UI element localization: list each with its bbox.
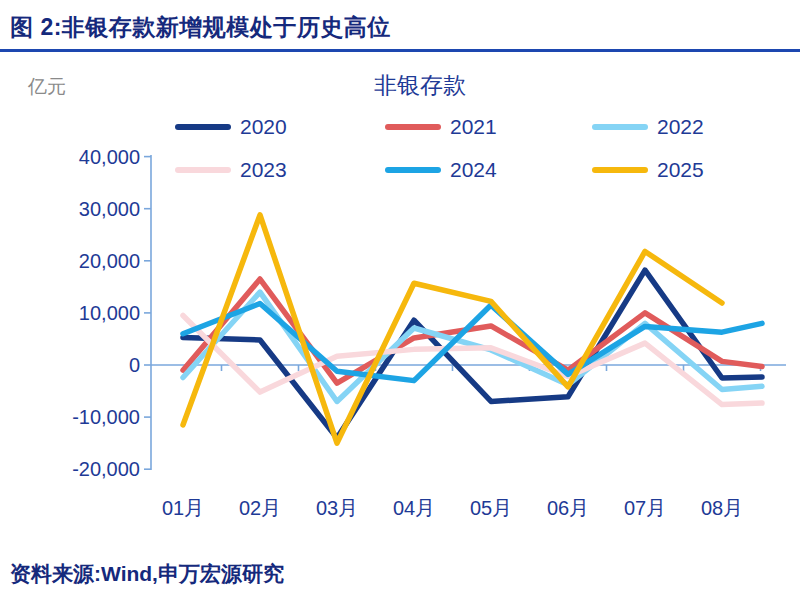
y-tick-label: -20,000 <box>10 457 140 481</box>
y-tick-label: 0 <box>10 353 140 377</box>
x-tick-label: 02月 <box>222 496 298 520</box>
source-note: 资料来源:Wind,申万宏源研究 <box>10 560 284 588</box>
x-tick-label: 05月 <box>453 496 529 520</box>
x-tick-label: 01月 <box>145 496 221 520</box>
y-tick-label: -10,000 <box>10 405 140 429</box>
x-tick-label: 06月 <box>530 496 606 520</box>
x-tick-label: 03月 <box>299 496 375 520</box>
y-tick-label: 40,000 <box>10 145 140 169</box>
figure-card: 图 2:非银存款新增规模处于历史高位 亿元 非银存款 2020 2021 202… <box>0 0 800 599</box>
y-tick-label: 10,000 <box>10 301 140 325</box>
y-tick-label: 30,000 <box>10 197 140 221</box>
x-tick-label: 08月 <box>684 496 760 520</box>
x-tick-label: 07月 <box>607 496 683 520</box>
x-tick-label: 04月 <box>376 496 452 520</box>
y-tick-label: 20,000 <box>10 249 140 273</box>
